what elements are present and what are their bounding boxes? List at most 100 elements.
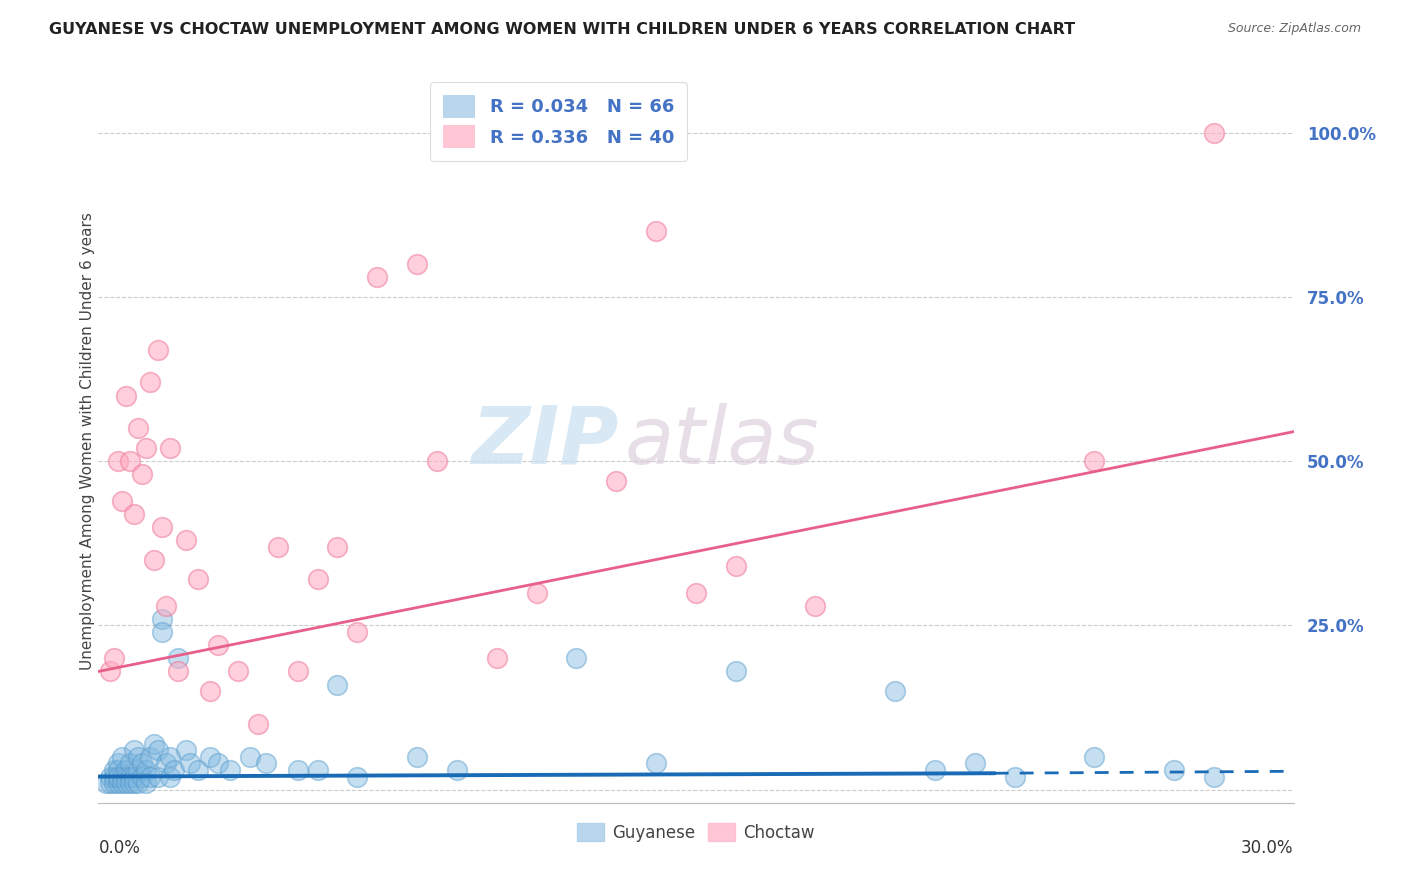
- Point: [135, 776, 157, 790]
- Point: [446, 763, 468, 777]
- Point: [1202, 126, 1225, 140]
- Point: [219, 763, 242, 777]
- Point: [124, 507, 146, 521]
- Point: [124, 770, 146, 784]
- Point: [1083, 749, 1105, 764]
- Point: [605, 474, 627, 488]
- Text: 0.0%: 0.0%: [98, 838, 141, 857]
- Point: [127, 749, 149, 764]
- Point: [159, 749, 181, 764]
- Point: [139, 376, 162, 390]
- Point: [267, 540, 290, 554]
- Point: [98, 665, 122, 679]
- Point: [804, 599, 827, 613]
- Point: [963, 756, 986, 771]
- Point: [155, 756, 177, 771]
- Point: [198, 684, 221, 698]
- Point: [103, 763, 125, 777]
- Point: [159, 770, 181, 784]
- Point: [111, 776, 134, 790]
- Point: [127, 763, 149, 777]
- Point: [143, 553, 166, 567]
- Point: [724, 559, 747, 574]
- Point: [124, 776, 146, 790]
- Point: [254, 756, 277, 771]
- Point: [163, 763, 186, 777]
- Legend: Guyanese, Choctaw: Guyanese, Choctaw: [571, 817, 821, 848]
- Point: [96, 776, 118, 790]
- Point: [246, 717, 269, 731]
- Point: [645, 224, 668, 238]
- Point: [307, 763, 329, 777]
- Point: [103, 770, 125, 784]
- Point: [179, 756, 201, 771]
- Point: [685, 585, 707, 599]
- Text: atlas: atlas: [624, 402, 820, 481]
- Point: [924, 763, 946, 777]
- Point: [198, 749, 221, 764]
- Point: [115, 776, 138, 790]
- Point: [131, 770, 153, 784]
- Y-axis label: Unemployment Among Women with Children Under 6 years: Unemployment Among Women with Children U…: [80, 212, 94, 671]
- Point: [150, 520, 173, 534]
- Point: [565, 651, 588, 665]
- Point: [111, 493, 134, 508]
- Point: [346, 625, 368, 640]
- Point: [135, 763, 157, 777]
- Point: [107, 756, 129, 771]
- Point: [139, 749, 162, 764]
- Point: [120, 770, 142, 784]
- Point: [155, 599, 177, 613]
- Point: [1083, 454, 1105, 468]
- Point: [645, 756, 668, 771]
- Point: [1004, 770, 1026, 784]
- Point: [127, 421, 149, 435]
- Point: [98, 770, 122, 784]
- Point: [226, 665, 249, 679]
- Point: [107, 770, 129, 784]
- Point: [107, 776, 129, 790]
- Point: [139, 770, 162, 784]
- Point: [526, 585, 548, 599]
- Point: [366, 270, 388, 285]
- Point: [207, 638, 229, 652]
- Point: [167, 651, 190, 665]
- Point: [120, 454, 142, 468]
- Point: [1202, 770, 1225, 784]
- Point: [287, 763, 309, 777]
- Point: [159, 441, 181, 455]
- Point: [148, 743, 170, 757]
- Point: [346, 770, 368, 784]
- Point: [174, 533, 197, 547]
- Point: [187, 573, 209, 587]
- Point: [127, 776, 149, 790]
- Point: [174, 743, 197, 757]
- Point: [120, 756, 142, 771]
- Point: [167, 665, 190, 679]
- Point: [426, 454, 449, 468]
- Text: ZIP: ZIP: [471, 402, 619, 481]
- Point: [103, 651, 125, 665]
- Point: [326, 540, 349, 554]
- Point: [150, 612, 173, 626]
- Point: [135, 441, 157, 455]
- Point: [207, 756, 229, 771]
- Point: [98, 776, 122, 790]
- Point: [107, 763, 129, 777]
- Point: [107, 770, 129, 784]
- Point: [307, 573, 329, 587]
- Point: [150, 625, 173, 640]
- Point: [143, 737, 166, 751]
- Point: [107, 454, 129, 468]
- Text: 30.0%: 30.0%: [1241, 838, 1294, 857]
- Point: [148, 770, 170, 784]
- Point: [326, 677, 349, 691]
- Point: [111, 770, 134, 784]
- Point: [120, 776, 142, 790]
- Point: [406, 257, 429, 271]
- Point: [884, 684, 907, 698]
- Point: [103, 776, 125, 790]
- Point: [187, 763, 209, 777]
- Point: [115, 388, 138, 402]
- Point: [406, 749, 429, 764]
